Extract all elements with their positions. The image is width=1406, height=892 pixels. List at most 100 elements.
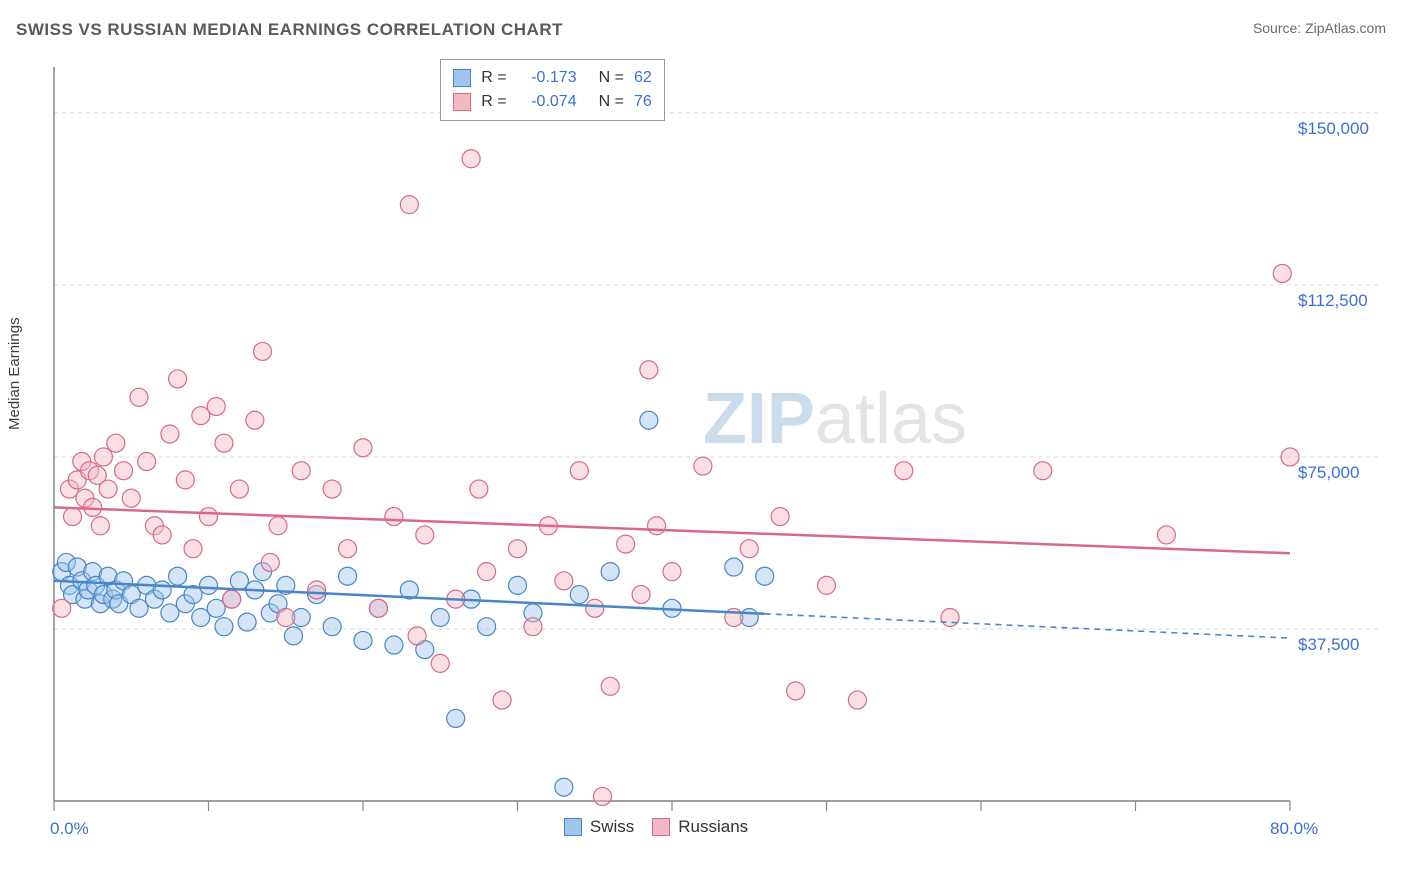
series-legend-label: Russians [678, 817, 748, 837]
scatter-point [555, 572, 573, 590]
r-value: -0.173 [517, 69, 577, 87]
scatter-point [493, 691, 511, 709]
legend-swatch [453, 93, 471, 111]
scatter-point [848, 691, 866, 709]
scatter-point [478, 563, 496, 581]
scatter-point [756, 567, 774, 585]
scatter-point [787, 682, 805, 700]
scatter-point [215, 618, 233, 636]
scatter-point [153, 581, 171, 599]
y-tick-label: $75,000 [1298, 463, 1359, 483]
scatter-point [215, 434, 233, 452]
scatter-point [339, 540, 357, 558]
scatter-point [292, 462, 310, 480]
scatter-point [339, 567, 357, 585]
scatter-point [277, 609, 295, 627]
scatter-point [648, 517, 666, 535]
scatter-point [570, 462, 588, 480]
scatter-point [200, 508, 218, 526]
scatter-point [640, 361, 658, 379]
scatter-point [184, 540, 202, 558]
scatter-point [94, 448, 112, 466]
scatter-point [941, 609, 959, 627]
scatter-point [478, 618, 496, 636]
plot-svg: ZIPatlas [50, 55, 1390, 845]
series-legend-item: Swiss [564, 817, 634, 837]
scatter-point [416, 526, 434, 544]
legend-swatch [564, 818, 582, 836]
scatter-point [138, 453, 156, 471]
scatter-point [408, 627, 426, 645]
scatter-point [818, 576, 836, 594]
scatter-point [694, 457, 712, 475]
scatter-point [555, 778, 573, 796]
scatter-point [586, 599, 604, 617]
legend-swatch [453, 69, 471, 87]
scatter-point [740, 540, 758, 558]
y-tick-label: $112,500 [1298, 291, 1368, 311]
scatter-point [161, 425, 179, 443]
scatter-point [663, 563, 681, 581]
series-legend-label: Swiss [590, 817, 634, 837]
y-axis-label: Median Earnings [6, 317, 23, 430]
scatter-point [385, 636, 403, 654]
scatter-point [601, 677, 619, 695]
scatter-point [323, 618, 341, 636]
scatter-point [269, 517, 287, 535]
scatter-point [385, 508, 403, 526]
correlation-legend-row: R = -0.173 N = 62 [453, 66, 651, 90]
scatter-point [369, 599, 387, 617]
scatter-point [771, 508, 789, 526]
scatter-plot: ZIPatlas [50, 55, 1390, 845]
scatter-point [169, 370, 187, 388]
scatter-point [509, 576, 527, 594]
source-attribution: Source: ZipAtlas.com [1253, 20, 1386, 36]
n-label: N = [599, 93, 624, 111]
r-label: R = [481, 93, 506, 111]
n-value: 62 [634, 69, 652, 87]
scatter-point [64, 508, 82, 526]
scatter-point [509, 540, 527, 558]
scatter-point [122, 489, 140, 507]
scatter-point [200, 576, 218, 594]
series-legend-item: Russians [652, 817, 748, 837]
n-label: N = [599, 69, 624, 87]
scatter-point [169, 567, 187, 585]
source-prefix: Source: [1253, 20, 1305, 36]
scatter-point [107, 434, 125, 452]
legend-swatch [652, 818, 670, 836]
n-value: 76 [634, 93, 652, 111]
scatter-point [524, 618, 542, 636]
scatter-point [400, 196, 418, 214]
r-value: -0.074 [517, 93, 577, 111]
scatter-point [91, 517, 109, 535]
scatter-point [470, 480, 488, 498]
scatter-point [640, 411, 658, 429]
scatter-point [176, 471, 194, 489]
scatter-point [447, 709, 465, 727]
source-link[interactable]: ZipAtlas.com [1305, 20, 1386, 36]
series-legend: Swiss Russians [564, 817, 748, 837]
chart-title: SWISS VS RUSSIAN MEDIAN EARNINGS CORRELA… [16, 20, 563, 40]
correlation-legend-row: R = -0.074 N = 76 [453, 90, 651, 114]
scatter-point [53, 599, 71, 617]
scatter-point [153, 526, 171, 544]
svg-text:ZIPatlas: ZIPatlas [703, 379, 967, 459]
scatter-point [99, 480, 117, 498]
scatter-point [115, 462, 133, 480]
scatter-point [207, 397, 225, 415]
scatter-point [570, 586, 588, 604]
scatter-point [1281, 448, 1299, 466]
scatter-point [725, 558, 743, 576]
r-label: R = [481, 69, 506, 87]
scatter-point [223, 590, 241, 608]
scatter-point [230, 480, 248, 498]
scatter-point [246, 411, 264, 429]
scatter-point [431, 654, 449, 672]
scatter-point [617, 535, 635, 553]
scatter-point [284, 627, 302, 645]
scatter-point [1034, 462, 1052, 480]
scatter-point [462, 150, 480, 168]
y-tick-label: $150,000 [1298, 119, 1369, 139]
scatter-point [601, 563, 619, 581]
